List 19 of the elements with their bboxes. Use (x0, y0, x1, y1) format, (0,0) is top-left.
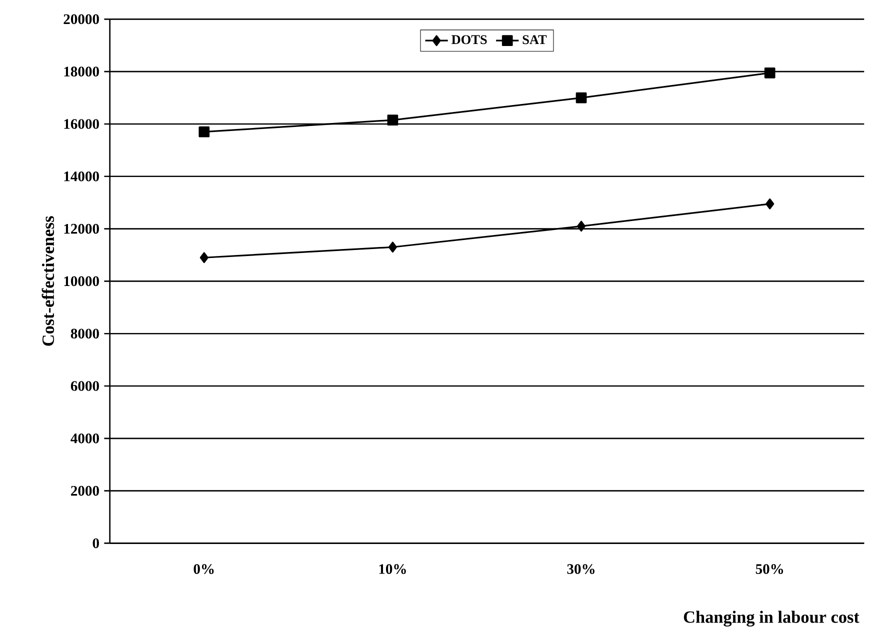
legend-label: SAT (522, 35, 547, 44)
y-tick-label: 0 (92, 538, 99, 548)
x-axis-title: Changing in labour cost (684, 610, 860, 626)
x-tick-label: 0% (194, 564, 214, 574)
y-tick-label: 10000 (64, 276, 99, 286)
y-tick-label: 8000 (70, 328, 99, 338)
x-tick-label: 10% (379, 564, 406, 574)
y-tick-label: 14000 (64, 171, 99, 182)
legend-label: DOTS (452, 35, 487, 44)
y-tick-label: 20000 (64, 14, 99, 24)
y-tick-label: 18000 (64, 66, 99, 76)
y-axis-title: Cost-effectiveness (42, 216, 54, 346)
x-tick-label: 50% (756, 564, 784, 574)
y-tick-label: 16000 (64, 119, 99, 129)
y-tick-label: 4000 (70, 433, 99, 444)
y-tick-label: 2000 (71, 486, 99, 496)
y-tick-label: 6000 (70, 381, 99, 391)
y-tick-label: 12000 (64, 224, 99, 234)
x-tick-label: 30% (567, 564, 594, 574)
